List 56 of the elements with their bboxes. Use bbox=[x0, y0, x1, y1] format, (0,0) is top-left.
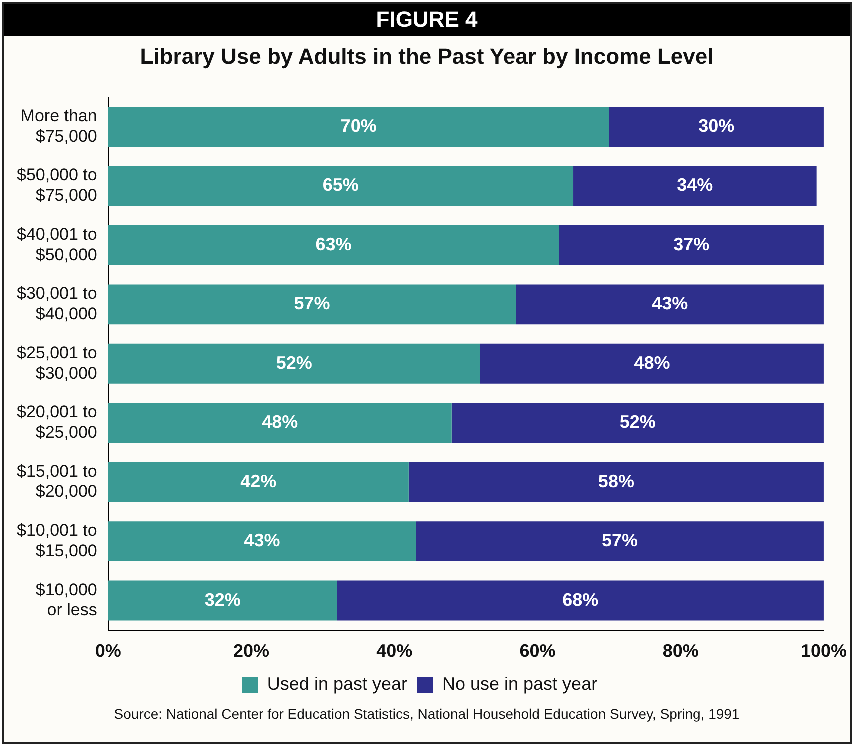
text: 63% bbox=[316, 234, 352, 254]
text: 65% bbox=[322, 175, 359, 196]
text: 52% bbox=[620, 412, 656, 432]
text: 57% bbox=[294, 294, 330, 314]
text: 48% bbox=[634, 352, 670, 373]
bar bbox=[609, 107, 824, 147]
bar bbox=[516, 284, 824, 325]
y-tick-label: $20,001 to $25,000 bbox=[16, 402, 98, 442]
bar bbox=[108, 284, 516, 325]
bar bbox=[108, 403, 452, 444]
x-tick-label: 60% bbox=[520, 641, 556, 662]
bar bbox=[108, 580, 338, 621]
text: 43% bbox=[652, 294, 688, 314]
bar bbox=[108, 522, 416, 562]
bar bbox=[408, 462, 824, 502]
source-note: Source: National Center for Education Statistics, National Household Education Survey, Spring, 1991 bbox=[113, 706, 741, 722]
bar bbox=[108, 462, 409, 502]
y-tick-label: $30,001 to $40,000 bbox=[16, 284, 98, 324]
text: 37% bbox=[674, 234, 710, 254]
bar bbox=[559, 225, 824, 266]
bar bbox=[108, 225, 560, 266]
bar bbox=[108, 107, 610, 147]
bar bbox=[480, 344, 824, 384]
x-tick-label: 100% bbox=[800, 641, 848, 662]
text: 70% bbox=[340, 116, 377, 136]
bar bbox=[108, 166, 574, 206]
y-tick-label: $15,001 to $20,000 bbox=[16, 462, 98, 502]
y-tick-label: $40,001 to $50,000 bbox=[16, 224, 98, 264]
text: 68% bbox=[562, 590, 599, 610]
legend-label: Used in past year bbox=[267, 674, 408, 694]
bar bbox=[337, 580, 824, 621]
legend-label: No use in past year bbox=[442, 674, 598, 694]
text: 48% bbox=[262, 412, 298, 432]
bar bbox=[574, 166, 817, 206]
bar bbox=[108, 344, 480, 384]
y-tick-label: $25,001 to $30,000 bbox=[16, 343, 98, 383]
x-tick-label: 80% bbox=[662, 641, 699, 662]
text: 43% bbox=[244, 530, 280, 551]
y-tick-label: More than $75,000 bbox=[20, 106, 98, 146]
text: 30% bbox=[698, 116, 735, 136]
y-tick-label: $10,001 to $15,000 bbox=[16, 521, 98, 560]
bar bbox=[452, 403, 824, 444]
x-tick-label: 40% bbox=[376, 641, 413, 662]
text: 42% bbox=[240, 471, 277, 492]
text: 58% bbox=[598, 471, 634, 492]
x-tick-label: 0% bbox=[95, 641, 122, 662]
chart-subtitle: Library Use by Adults in the Past Year by Income Level bbox=[139, 44, 715, 70]
x-tick-label: 20% bbox=[233, 641, 270, 662]
chart-title: FIGURE 4 bbox=[4, 4, 850, 36]
bar bbox=[416, 522, 824, 562]
text: 32% bbox=[204, 590, 241, 610]
y-tick-label: $50,000 to $75,000 bbox=[16, 166, 98, 206]
text: 52% bbox=[276, 352, 312, 373]
text: 57% bbox=[602, 530, 638, 551]
y-tick-label: $10,000 or less bbox=[36, 580, 98, 620]
text: 34% bbox=[677, 175, 714, 196]
